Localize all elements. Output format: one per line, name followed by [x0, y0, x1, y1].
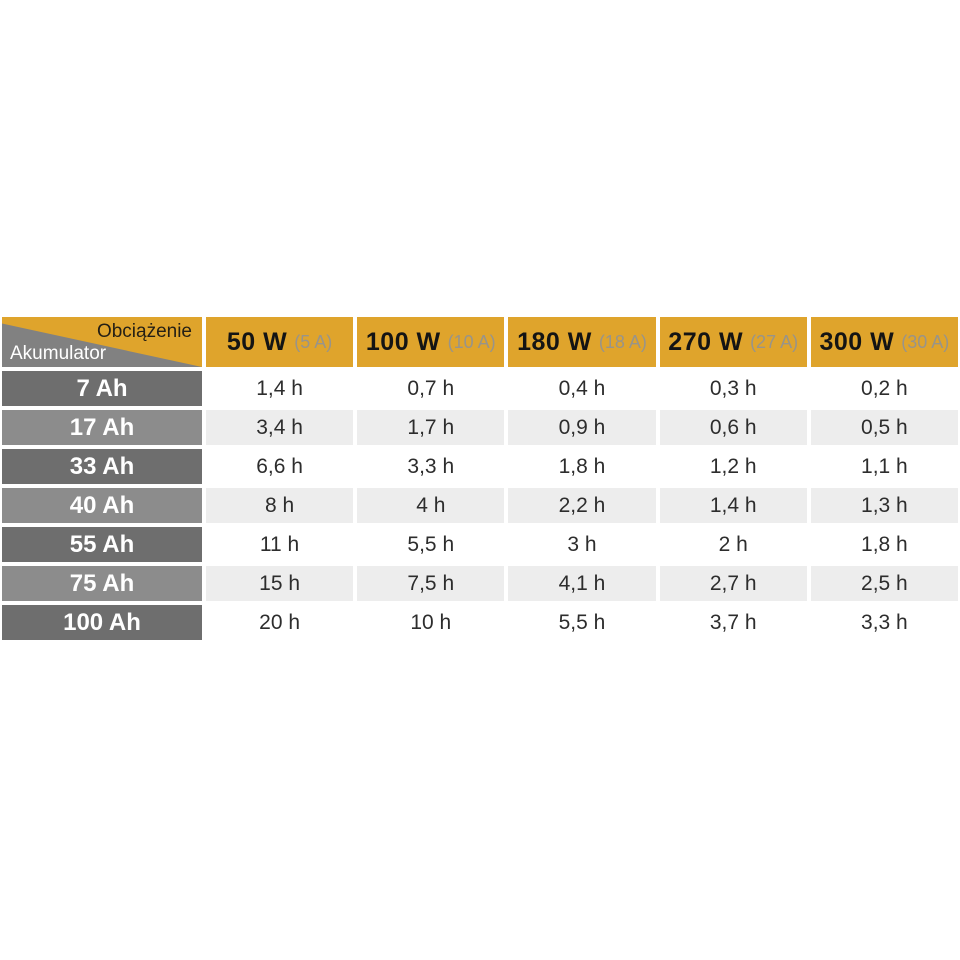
value-cell: 4 h [357, 488, 505, 523]
value-cell: 15 h [206, 566, 354, 601]
column-header-amps: (27 A) [750, 331, 799, 352]
value-cell: 0,4 h [508, 371, 656, 406]
value-cell: 0,6 h [659, 410, 807, 445]
value-cell: 20 h [206, 605, 354, 640]
battery-runtime-table: Obciążenie Akumulator 50 W (5 A) 100 W (… [2, 317, 958, 640]
column-header-180w: 180 W (18 A) [508, 317, 656, 367]
column-header-power: 180 W [517, 327, 592, 356]
column-header-power: 100 W [365, 327, 441, 356]
row-header-33ah: 33 Ah [2, 449, 202, 484]
column-header-amps: (10 A) [447, 331, 496, 352]
value-cell: 3,4 h [206, 410, 354, 445]
value-cell: 8 h [206, 488, 354, 523]
value-cell: 3 h [508, 527, 656, 562]
row-header-55ah: 55 Ah [2, 527, 202, 562]
value-cell: 11 h [206, 527, 354, 562]
column-header-power: 50 W [226, 327, 288, 356]
value-cell: 2,5 h [810, 566, 958, 601]
value-cell: 3,3 h [810, 605, 958, 640]
value-cell: 0,7 h [357, 371, 505, 406]
value-cell: 1,4 h [206, 371, 354, 406]
column-header-amps: (18 A) [598, 331, 647, 352]
value-cell: 1,8 h [810, 527, 958, 562]
value-cell: 1,2 h [659, 449, 807, 484]
row-header-40ah: 40 Ah [2, 488, 202, 523]
column-header-power: 270 W [668, 327, 744, 356]
value-cell: 1,1 h [810, 449, 958, 484]
column-header-power: 300 W [819, 327, 895, 356]
value-cell: 3,7 h [659, 605, 807, 640]
value-cell: 0,2 h [810, 371, 958, 406]
corner-header-cell: Obciążenie Akumulator [2, 317, 202, 367]
value-cell: 3,3 h [357, 449, 505, 484]
value-cell: 2,2 h [508, 488, 656, 523]
column-header-amps: (5 A) [294, 331, 333, 352]
battery-axis-label: Akumulator [10, 343, 107, 364]
value-cell: 0,9 h [508, 410, 656, 445]
value-cell: 2 h [659, 527, 807, 562]
column-header-amps: (30 A) [901, 331, 950, 352]
value-cell: 5,5 h [508, 605, 656, 640]
value-cell: 10 h [357, 605, 505, 640]
value-cell: 1,3 h [810, 488, 958, 523]
column-header-100w: 100 W (10 A) [357, 317, 505, 367]
value-cell: 6,6 h [206, 449, 354, 484]
row-header-75ah: 75 Ah [2, 566, 202, 601]
value-cell: 1,7 h [357, 410, 505, 445]
value-cell: 2,7 h [659, 566, 807, 601]
value-cell: 1,4 h [659, 488, 807, 523]
row-header-100ah: 100 Ah [2, 605, 202, 640]
row-header-7ah: 7 Ah [2, 371, 202, 406]
value-cell: 5,5 h [357, 527, 505, 562]
value-cell: 7,5 h [357, 566, 505, 601]
load-axis-label: Obciążenie [96, 321, 192, 342]
column-header-300w: 300 W (30 A) [810, 317, 958, 367]
value-cell: 1,8 h [508, 449, 656, 484]
value-cell: 0,3 h [659, 371, 807, 406]
value-cell: 0,5 h [810, 410, 958, 445]
row-header-17ah: 17 Ah [2, 410, 202, 445]
column-header-270w: 270 W (27 A) [659, 317, 807, 367]
value-cell: 4,1 h [508, 566, 656, 601]
column-header-50w: 50 W (5 A) [206, 317, 354, 367]
